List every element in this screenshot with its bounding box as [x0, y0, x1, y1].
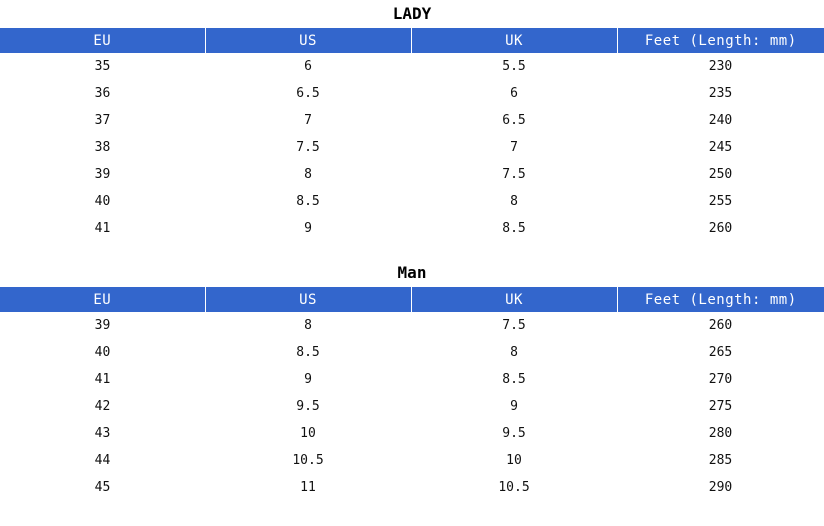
cell-us: 6 [304, 59, 312, 74]
cell-uk: 6 [510, 86, 518, 101]
cell-uk: 7.5 [502, 318, 526, 333]
cell-eu: 41 [94, 221, 111, 236]
cell-us: 11 [300, 480, 316, 495]
cell-feet: 260 [708, 318, 733, 333]
cell-feet: 235 [708, 86, 733, 101]
cell-eu: 37 [94, 113, 111, 128]
cell-us: 10 [300, 426, 316, 441]
cell-eu: 44 [94, 453, 111, 468]
cell-uk: 7.5 [502, 167, 526, 182]
cell-uk: 10.5 [498, 480, 530, 495]
cell-eu: 36 [94, 86, 111, 101]
header-eu: EU [0, 28, 206, 53]
cell-feet: 290 [708, 480, 733, 495]
cell-eu: 42 [94, 399, 111, 414]
cell-us: 9 [304, 221, 312, 236]
cell-us: 9 [304, 372, 312, 387]
table-row: 37 7 6.5 240 [0, 107, 824, 134]
table-row: 38 7.5 7 245 [0, 134, 824, 161]
table-row: 41 9 8.5 270 [0, 366, 824, 393]
cell-uk: 8.5 [502, 372, 526, 387]
header-uk: UK [411, 28, 618, 53]
table-row: 42 9.5 9 275 [0, 393, 824, 420]
cell-feet: 250 [708, 167, 733, 182]
cell-us: 8 [304, 167, 312, 182]
header-feet-length: Feet (Length: mm) [617, 28, 824, 53]
cell-uk: 5.5 [502, 59, 526, 74]
cell-eu: 40 [94, 194, 111, 209]
header-uk: UK [411, 287, 618, 312]
cell-us: 7 [304, 113, 312, 128]
table-row: 40 8.5 8 255 [0, 188, 824, 215]
cell-us: 8.5 [296, 345, 320, 360]
cell-us: 7.5 [296, 140, 320, 155]
cell-feet: 270 [708, 372, 733, 387]
cell-uk: 6.5 [502, 113, 526, 128]
man-title: Man [397, 263, 427, 282]
header-eu: EU [0, 287, 206, 312]
cell-feet: 275 [708, 399, 733, 414]
cell-us: 10.5 [292, 453, 324, 468]
table-row: 36 6.5 6 235 [0, 80, 824, 107]
lady-title: LADY [392, 4, 432, 23]
cell-us: 8 [304, 318, 312, 333]
cell-uk: 9.5 [502, 426, 526, 441]
header-us: US [205, 287, 412, 312]
table-row: 44 10.5 10 285 [0, 447, 824, 474]
cell-feet: 230 [708, 59, 733, 74]
cell-us: 8.5 [296, 194, 320, 209]
man-size-table: EU US UK Feet (Length: mm) 39 8 7.5 260 … [0, 287, 824, 501]
cell-eu: 40 [94, 345, 111, 360]
cell-uk: 8.5 [502, 221, 526, 236]
cell-feet: 255 [708, 194, 733, 209]
table-row: 39 8 7.5 250 [0, 161, 824, 188]
cell-eu: 38 [94, 140, 111, 155]
cell-us: 6.5 [296, 86, 320, 101]
cell-feet: 245 [708, 140, 733, 155]
table-row: 35 6 5.5 230 [0, 53, 824, 80]
cell-uk: 8 [510, 345, 518, 360]
man-header-row: EU US UK Feet (Length: mm) [0, 287, 824, 312]
cell-feet: 280 [708, 426, 733, 441]
cell-eu: 39 [94, 318, 111, 333]
table-row: 43 10 9.5 280 [0, 420, 824, 447]
table-row: 45 11 10.5 290 [0, 474, 824, 501]
cell-uk: 7 [510, 140, 518, 155]
cell-feet: 265 [708, 345, 733, 360]
header-us: US [205, 28, 412, 53]
cell-feet: 240 [708, 113, 733, 128]
cell-eu: 35 [94, 59, 111, 74]
header-feet-length: Feet (Length: mm) [617, 287, 824, 312]
cell-uk: 8 [510, 194, 518, 209]
lady-header-row: EU US UK Feet (Length: mm) [0, 28, 824, 53]
cell-uk: 10 [506, 453, 522, 468]
table-row: 40 8.5 8 265 [0, 339, 824, 366]
table-row: 39 8 7.5 260 [0, 312, 824, 339]
cell-uk: 9 [510, 399, 518, 414]
cell-eu: 43 [94, 426, 111, 441]
cell-feet: 285 [708, 453, 733, 468]
cell-eu: 41 [94, 372, 111, 387]
cell-eu: 39 [94, 167, 111, 182]
cell-us: 9.5 [296, 399, 320, 414]
lady-size-table: EU US UK Feet (Length: mm) 35 6 5.5 230 … [0, 28, 824, 242]
cell-eu: 45 [94, 480, 111, 495]
cell-feet: 260 [708, 221, 733, 236]
table-row: 41 9 8.5 260 [0, 215, 824, 242]
